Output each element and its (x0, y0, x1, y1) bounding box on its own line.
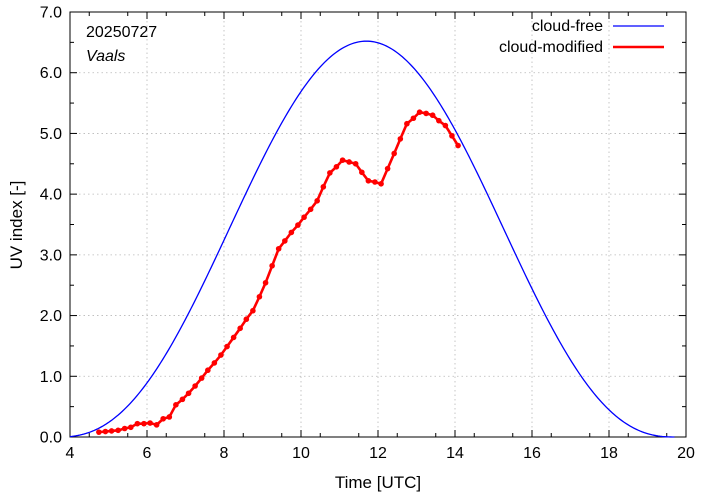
data-point-cloud-modified (205, 367, 211, 374)
data-point-cloud-modified (218, 352, 224, 358)
data-point-cloud-modified (295, 222, 301, 228)
y-tick-label: 3.0 (40, 247, 62, 264)
data-point-cloud-modified (416, 109, 423, 115)
data-point-cloud-modified (166, 414, 173, 420)
data-point-cloud-modified (365, 177, 372, 184)
data-point-cloud-modified (449, 133, 455, 139)
data-point-cloud-modified (282, 238, 288, 244)
data-point-cloud-modified (339, 157, 346, 163)
data-point-cloud-modified (346, 159, 352, 165)
data-point-cloud-modified (442, 122, 449, 129)
x-tick-label: 4 (66, 445, 75, 462)
legend: cloud-free cloud-modified (499, 18, 664, 56)
data-point-cloud-modified (262, 279, 269, 286)
x-tick-label: 6 (143, 445, 152, 462)
data-point-cloud-modified (423, 110, 429, 117)
data-point-cloud-modified (256, 293, 263, 300)
data-point-cloud-modified (237, 325, 243, 332)
data-point-cloud-modified (211, 360, 218, 366)
data-point-cloud-modified (230, 334, 237, 341)
data-point-cloud-modified (429, 112, 436, 119)
data-point-cloud-modified (250, 307, 256, 314)
data-point-cloud-modified (115, 427, 121, 434)
data-point-cloud-modified (327, 170, 333, 176)
x-tick-label: 10 (292, 445, 310, 462)
legend-label-cloud-free: cloud-free (532, 18, 603, 35)
tick-labels: 4 6 8 10 12 14 16 18 20 0.0 1.0 2.0 3.0 4.0 5.0 6.0 7.0 (40, 5, 695, 463)
data-point-cloud-modified (301, 214, 307, 221)
data-point-cloud-modified (102, 428, 109, 435)
data-point-cloud-modified (372, 179, 378, 185)
x-tick-label: 12 (369, 445, 387, 462)
series-line-cloud-free (69, 40, 675, 438)
data-point-cloud-modified (378, 181, 384, 187)
y-tick-label: 1.0 (40, 369, 62, 386)
data-point-cloud-modified (243, 316, 250, 323)
data-point-cloud-modified (314, 198, 320, 204)
y-tick-label: 4.0 (40, 187, 62, 204)
data-point-cloud-modified (391, 150, 397, 157)
y-tick-label: 5.0 (40, 126, 62, 143)
x-tick-label: 18 (600, 445, 618, 462)
data-point-cloud-modified (397, 136, 404, 142)
data-point-cloud-modified (173, 402, 179, 408)
data-point-cloud-modified (436, 117, 442, 124)
data-point-cloud-modified (359, 169, 365, 176)
data-point-cloud-modified (333, 164, 340, 170)
data-point-cloud-modified (179, 396, 186, 403)
data-point-cloud-modified (352, 160, 359, 167)
y-tick-label: 6.0 (40, 65, 62, 82)
grid-lines (70, 12, 686, 437)
data-point-cloud-modified (134, 420, 141, 427)
date-annotation: 20250727 (86, 24, 157, 41)
data-point-cloud-modified (384, 165, 391, 172)
data-point-cloud-modified (185, 390, 192, 397)
x-tick-label: 16 (523, 445, 541, 462)
data-point-cloud-modified (160, 415, 166, 422)
data-point-cloud-modified (128, 424, 134, 431)
location-annotation: Vaals (86, 48, 125, 65)
data-point-cloud-modified (224, 343, 230, 350)
data-point-cloud-modified (307, 206, 314, 213)
x-axis-title: Time [UTC] (335, 473, 421, 492)
series-layer (69, 40, 675, 438)
x-tick-label: 8 (220, 445, 229, 462)
x-tick-label: 14 (446, 445, 464, 462)
data-point-cloud-modified (141, 420, 147, 427)
data-point-cloud-modified (147, 420, 153, 426)
data-point-cloud-modified (288, 229, 295, 236)
tick-marks (69, 11, 687, 438)
data-point-cloud-modified (108, 428, 115, 434)
legend-label-cloud-modified: cloud-modified (499, 39, 603, 56)
data-point-cloud-modified (275, 245, 282, 252)
y-tick-label: 0.0 (40, 430, 62, 447)
y-tick-label: 7.0 (40, 5, 62, 22)
data-point-cloud-modified (153, 422, 160, 428)
data-point-cloud-modified (320, 184, 327, 190)
data-point-cloud-modified (192, 383, 198, 389)
data-point-cloud-modified (455, 142, 461, 149)
data-point-cloud-modified (198, 375, 205, 381)
y-axis-title: UV index [-] (7, 181, 26, 270)
x-tick-label: 20 (677, 445, 695, 462)
data-point-cloud-modified (96, 429, 102, 435)
data-point-cloud-modified (404, 120, 410, 127)
data-point-cloud-modified (121, 425, 128, 432)
data-point-cloud-modified (269, 262, 275, 269)
y-tick-label: 2.0 (40, 308, 62, 325)
data-point-cloud-modified (410, 115, 417, 122)
